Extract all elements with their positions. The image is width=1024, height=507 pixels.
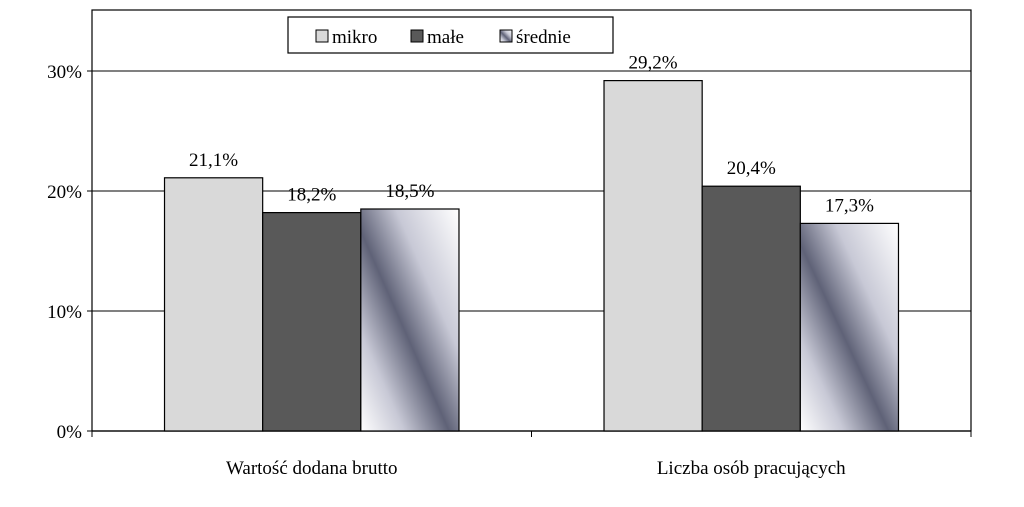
bar-male (701, 185, 801, 432)
legend-label: małe (427, 27, 464, 48)
legend-box (287, 16, 614, 54)
x-tick-label: Liczba osób pracujących (657, 458, 846, 479)
x-tick-label: Wartość dodana brutto (226, 458, 398, 479)
data-label: 20,4% (727, 158, 776, 179)
bar-mikro (163, 177, 264, 432)
data-label: 18,5% (385, 181, 434, 202)
bar-male (262, 212, 362, 432)
legend: mikro małe średnie (287, 16, 614, 54)
legend-label: średnie (516, 27, 571, 48)
bar-srednie (360, 208, 460, 432)
data-label: 21,1% (189, 150, 238, 171)
bars (163, 79, 900, 432)
x-axis: Wartość dodana brutto Liczba osób pracują… (91, 430, 972, 479)
y-tick-label: 10% (47, 302, 82, 323)
legend-swatch (410, 29, 424, 43)
legend-swatch (499, 29, 513, 43)
data-labels: 21,1% 29,2% 18,2% 20,4% 18,5% 17,3% (189, 53, 874, 217)
bar-mikro (603, 79, 703, 432)
y-tick-label: 30% (47, 62, 82, 83)
data-label: 17,3% (825, 195, 874, 216)
y-tick-label: 20% (47, 182, 82, 203)
data-label: 18,2% (287, 185, 336, 206)
legend-label: mikro (332, 27, 377, 48)
y-tick-label: 0% (57, 422, 83, 443)
legend-swatch (315, 29, 329, 43)
bar-srednie (799, 222, 900, 432)
data-label: 29,2% (629, 53, 678, 74)
y-axis: 0% 10% 20% 30% (47, 62, 92, 443)
